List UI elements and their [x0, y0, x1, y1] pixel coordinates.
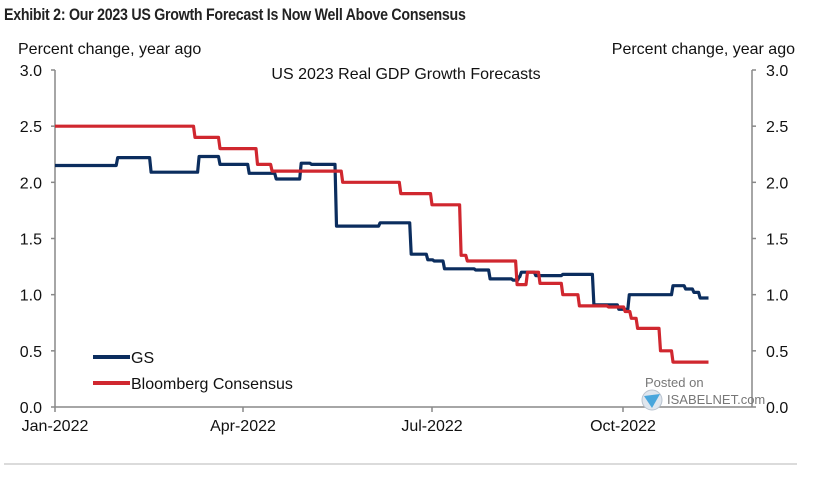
watermark-site: ISABELNET.com	[667, 392, 765, 407]
legend-label-consensus: Bloomberg Consensus	[131, 376, 293, 393]
x-tick-label: Oct-2022	[590, 418, 656, 435]
left-axis-unit-label: Percent change, year ago	[18, 41, 201, 58]
left-y-tick-label: 0.0	[20, 400, 42, 417]
left-y-tick-label: 2.0	[20, 175, 42, 192]
series-layer	[55, 124, 709, 364]
axes: 0.0 0.0 0.5 0.5 1.0 1.0 1.5 1.5 2.0 2.0 2.5 2.5 3.0 3…	[20, 63, 789, 435]
right-y-tick-label: 2.0	[766, 175, 788, 192]
left-y-tick-label: 0.5	[20, 344, 42, 361]
x-tick-label: Jan-2022	[22, 418, 89, 435]
left-y-tick-label: 3.0	[20, 63, 42, 80]
watermark-posted-on: Posted on	[645, 375, 704, 390]
legend: GS Bloomberg Consensus	[93, 350, 293, 393]
watermark: Posted on ISABELNET.com	[641, 375, 765, 411]
right-y-tick-label: 2.5	[766, 119, 788, 136]
left-y-tick-label: 1.5	[20, 232, 42, 249]
right-y-tick-label: 0.0	[766, 400, 788, 417]
x-tick-label: Jul-2022	[401, 418, 462, 435]
right-y-tick-label: 3.0	[766, 63, 788, 80]
chart-title: US 2023 Real GDP Growth Forecasts	[271, 66, 540, 83]
right-y-tick-label: 0.5	[766, 344, 788, 361]
exhibit-title: Exhibit 2: Our 2023 US Growth Forecast I…	[4, 6, 466, 24]
right-y-tick-label: 1.5	[766, 232, 788, 249]
left-y-tick-label: 2.5	[20, 119, 42, 136]
series-line-bloomberg-consensus	[55, 124, 709, 364]
x-tick-label: Apr-2022	[210, 418, 276, 435]
right-axis-unit-label: Percent change, year ago	[612, 41, 795, 58]
right-y-tick-label: 1.0	[766, 288, 788, 305]
legend-label-gs: GS	[131, 350, 154, 367]
left-y-tick-label: 1.0	[20, 288, 42, 305]
isabelnet-logo-icon	[641, 389, 663, 411]
series-line-gs	[55, 154, 709, 311]
